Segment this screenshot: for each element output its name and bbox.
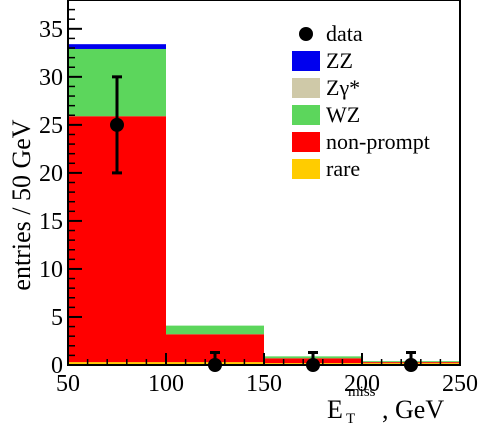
- x-axis-title-sub: T: [346, 411, 355, 423]
- legend-swatch-wz: [292, 105, 320, 125]
- x-axis-ticks: 50 100 150 200 250: [56, 353, 478, 397]
- y-tick-label-0: 0: [51, 353, 63, 379]
- legend-swatch-zz: [292, 51, 320, 71]
- bar-zz-bin-0: [68, 44, 166, 49]
- legend-label-1: ZZ: [326, 48, 353, 73]
- y-tick-label-7: 35: [39, 17, 63, 43]
- legend-label-5: rare: [326, 156, 360, 181]
- x-axis-title-tail: , GeV: [382, 395, 444, 423]
- data-points-layer: [110, 75, 418, 372]
- x-axis-title: E T miss , GeV: [327, 384, 444, 423]
- y-tick-label-3: 15: [39, 209, 63, 235]
- x-tick-label-0: 50: [56, 371, 80, 397]
- x-tick-label-2: 150: [246, 371, 282, 397]
- y-tick-label-6: 30: [39, 65, 63, 91]
- y-axis-title: entries / 50 GeV: [7, 119, 36, 290]
- y-axis-ticks: 0 5 10 15 20 25 30 35: [39, 0, 82, 379]
- x-axis-title-sup: miss: [348, 384, 376, 400]
- x-tick-label-1: 100: [148, 371, 184, 397]
- x-tick-label-3: 200: [344, 371, 380, 397]
- bar-wz-bin-1: [166, 325, 264, 335]
- legend-label-3: WZ: [326, 102, 360, 127]
- legend-label-0: data: [326, 21, 363, 46]
- legend-label-2: Zγ*: [326, 75, 360, 100]
- legend-marker-data: [299, 27, 313, 41]
- bar-rare-bin-0: [68, 362, 166, 365]
- x-tick-label-4: 250: [442, 371, 478, 397]
- y-tick-label-2: 10: [39, 257, 63, 283]
- y-tick-label-1: 5: [51, 305, 63, 331]
- data-point-0: [110, 117, 124, 132]
- legend-swatch-z-: [292, 78, 320, 98]
- bars-layer: [68, 44, 460, 365]
- y-tick-label-5: 25: [39, 113, 63, 139]
- legend-swatch-rare: [292, 159, 320, 179]
- y-tick-label-4: 20: [39, 161, 63, 187]
- legend-swatch-non-prompt: [292, 132, 320, 152]
- legend-label-4: non-prompt: [326, 129, 430, 154]
- x-axis-title-base: E: [327, 395, 343, 423]
